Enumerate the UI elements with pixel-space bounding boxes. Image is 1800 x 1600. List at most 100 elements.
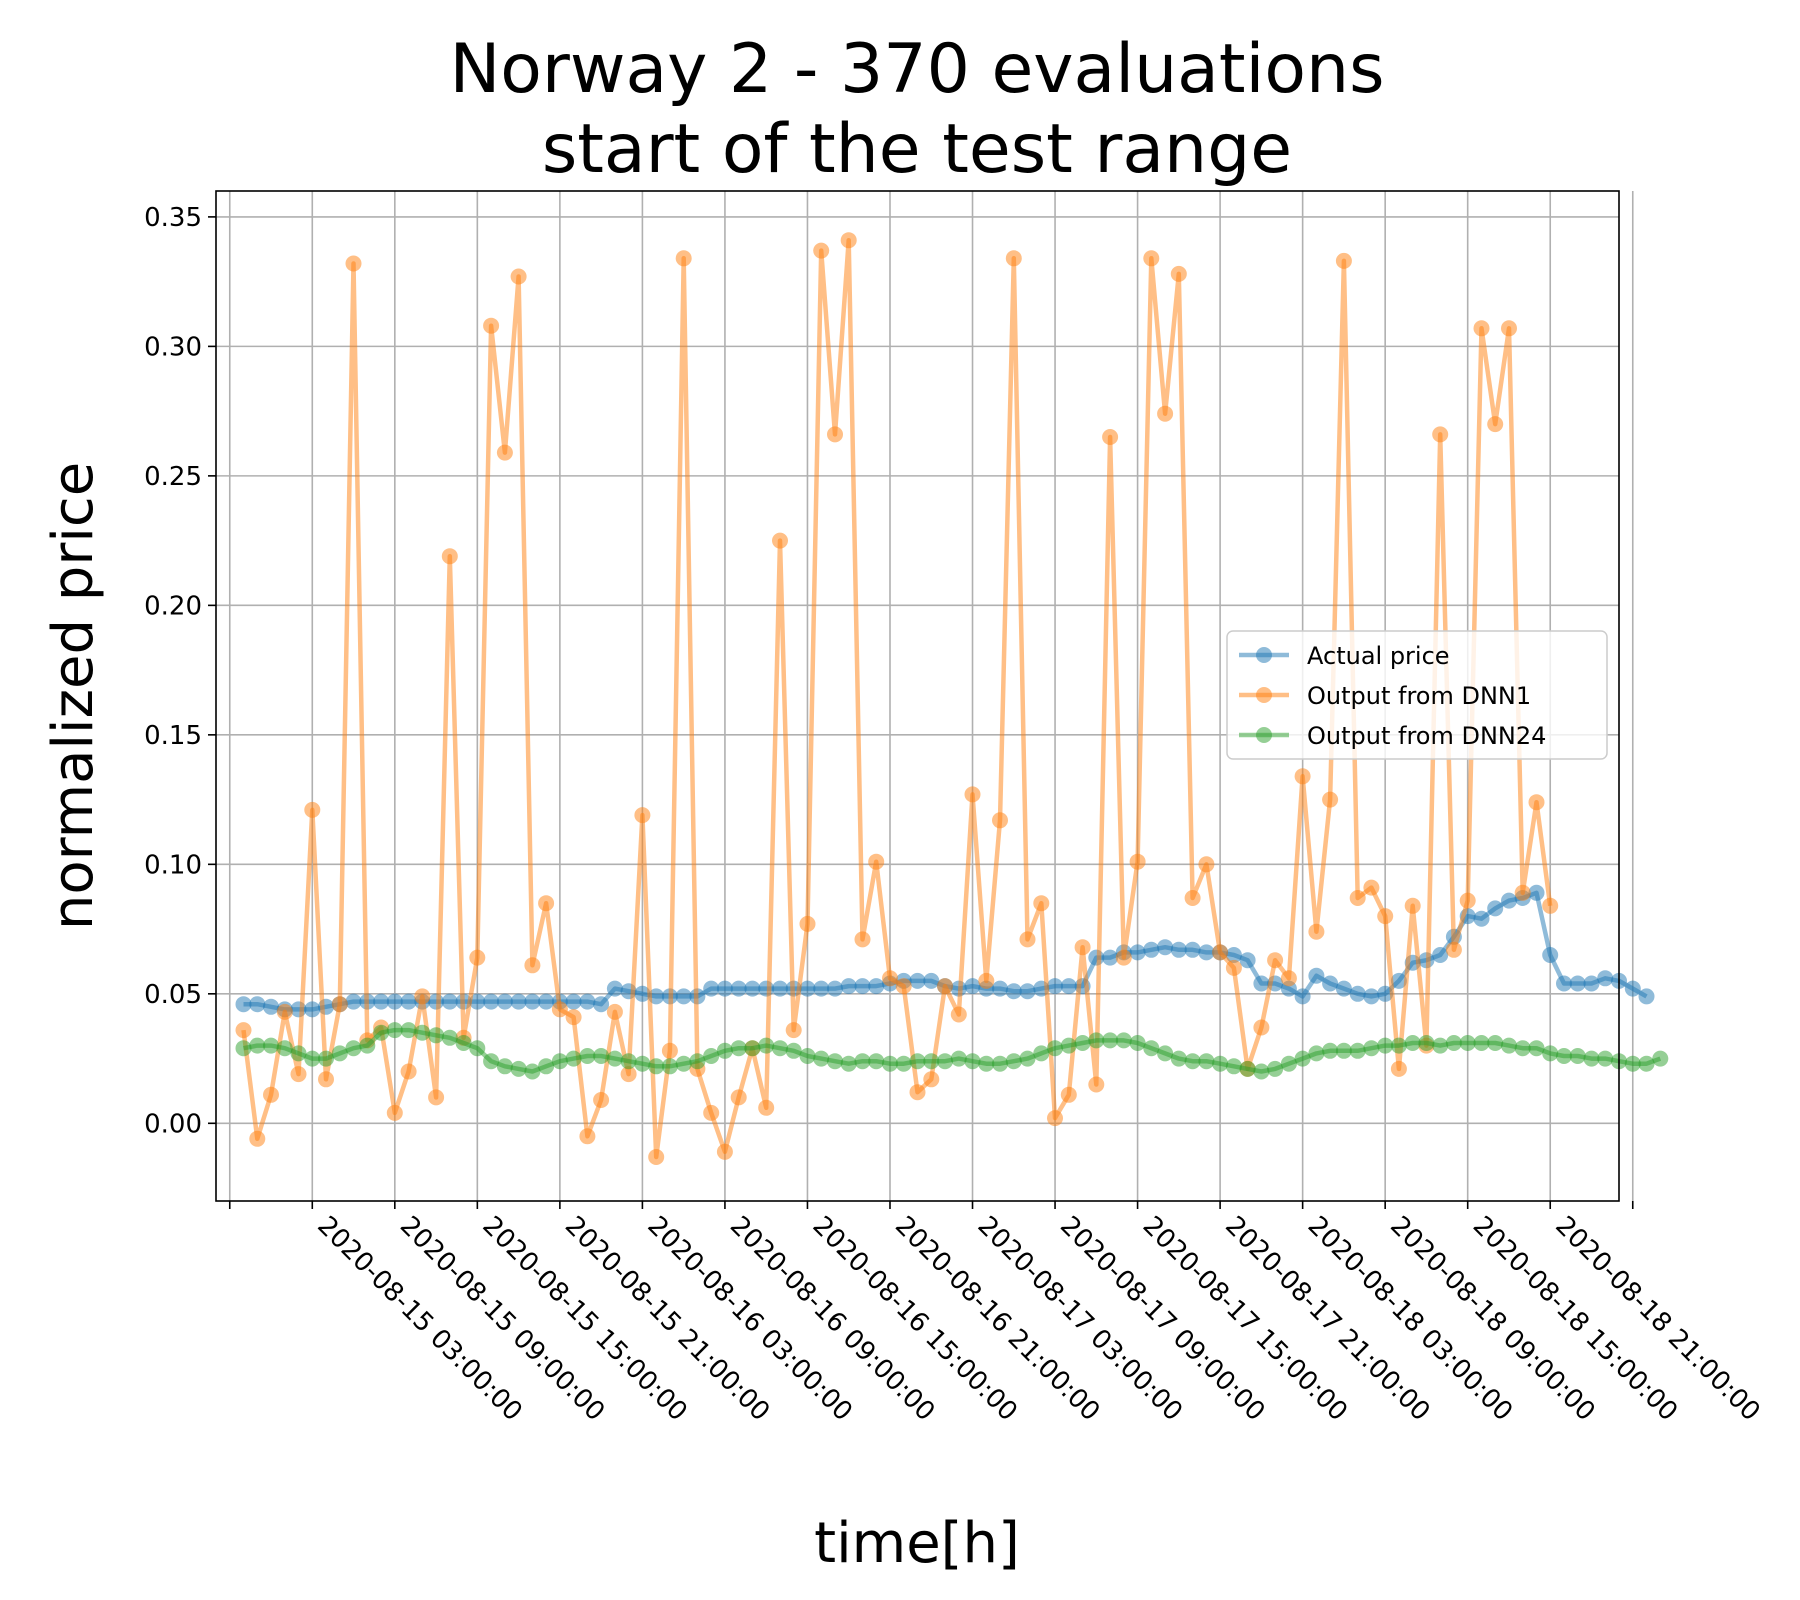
- data-point: [1432, 426, 1449, 443]
- data-point: [1487, 1035, 1504, 1051]
- data-point: [1074, 1035, 1091, 1051]
- data-point: [840, 978, 857, 995]
- data-point: [1556, 975, 1572, 992]
- data-point: [1390, 972, 1407, 989]
- data-point: [992, 1055, 1008, 1072]
- data-point: [496, 993, 513, 1010]
- data-point: [1377, 985, 1394, 1002]
- data-point: [1363, 988, 1380, 1005]
- chart-title-line-1: Norway 2 - 370 evaluations: [449, 30, 1384, 109]
- data-point: [441, 1029, 458, 1046]
- data-point: [675, 988, 692, 1005]
- data-point: [978, 1055, 995, 1072]
- data-point: [1404, 897, 1421, 914]
- data-point: [1624, 1055, 1641, 1072]
- data-point: [1294, 988, 1311, 1005]
- data-point: [1143, 1040, 1160, 1057]
- data-point: [648, 988, 665, 1005]
- data-point: [538, 993, 555, 1010]
- y-axis: 0.00 0.05 0.10 0.15 0.20 0.25 0.30 0.35: [144, 203, 216, 1139]
- data-point: [634, 1055, 651, 1072]
- data-point: [1459, 892, 1476, 909]
- data-point: [1528, 884, 1545, 901]
- data-point: [895, 1055, 912, 1072]
- data-point: [593, 1092, 610, 1108]
- data-point: [414, 988, 431, 1005]
- data-point: [1129, 853, 1146, 870]
- data-point: [1225, 1058, 1242, 1075]
- legend-label: Actual price: [1307, 642, 1450, 670]
- data-point: [1308, 967, 1325, 984]
- data-point: [716, 1042, 733, 1059]
- data-point: [909, 972, 926, 989]
- data-point: [1019, 931, 1036, 948]
- data-point: [1501, 892, 1517, 909]
- data-point: [827, 1053, 843, 1070]
- data-point: [1033, 895, 1050, 912]
- plot-frame: [215, 190, 1620, 1202]
- data-point: [1322, 1042, 1339, 1059]
- data-point: [510, 1060, 527, 1077]
- data-point: [1198, 944, 1215, 961]
- data-point: [1267, 1060, 1284, 1077]
- data-point: [1280, 970, 1297, 987]
- data-point: [276, 1003, 293, 1020]
- legend-label: Output from DNN24: [1307, 722, 1546, 750]
- data-point: [510, 993, 527, 1010]
- data-point: [441, 548, 458, 565]
- data-point: [1335, 252, 1352, 269]
- data-point: [950, 1050, 967, 1067]
- data-point: [538, 1058, 555, 1075]
- data-point: [1528, 794, 1545, 811]
- data-point: [772, 532, 788, 549]
- data-point: [1638, 1055, 1655, 1072]
- data-point: [882, 970, 898, 987]
- data-point: [400, 993, 417, 1010]
- legend-label: Output from DNN1: [1307, 682, 1531, 710]
- data-point: [799, 915, 816, 932]
- data-point: [1514, 884, 1531, 901]
- data-point: [1157, 405, 1174, 422]
- y-tick-label: 0.30: [144, 332, 202, 362]
- data-point: [483, 993, 500, 1010]
- legend-marker: [1256, 647, 1272, 663]
- data-point: [1129, 944, 1146, 961]
- y-tick-label: 0.15: [144, 721, 202, 751]
- data-point: [1597, 970, 1614, 987]
- data-point: [1102, 949, 1119, 966]
- data-point: [950, 1006, 967, 1023]
- data-point: [510, 268, 527, 285]
- data-point: [359, 1037, 376, 1054]
- data-point: [249, 1037, 266, 1054]
- data-point: [1212, 944, 1229, 961]
- data-point: [1335, 980, 1352, 997]
- data-point: [1184, 1053, 1201, 1070]
- data-point: [1652, 1050, 1669, 1067]
- data-point: [579, 993, 596, 1010]
- data-point: [937, 1053, 953, 1070]
- data-point: [593, 996, 610, 1013]
- data-point: [1033, 1045, 1050, 1062]
- data-point: [1088, 1076, 1105, 1093]
- data-point: [1005, 983, 1022, 1000]
- data-point: [854, 931, 871, 948]
- data-point: [1349, 890, 1366, 906]
- data-point: [1102, 1032, 1119, 1049]
- data-point: [1322, 791, 1339, 808]
- data-point: [964, 1053, 981, 1070]
- data-point: [1445, 1035, 1462, 1051]
- data-point: [648, 1149, 665, 1165]
- data-point: [1473, 320, 1490, 337]
- data-point: [1170, 941, 1187, 958]
- data-point: [1019, 1050, 1036, 1067]
- data-point: [331, 996, 348, 1013]
- data-point: [1349, 1042, 1366, 1059]
- data-point: [1115, 949, 1132, 966]
- x-axis-label: time[h]: [814, 1511, 1020, 1576]
- data-point: [496, 1058, 513, 1075]
- data-point: [785, 1022, 802, 1039]
- data-point: [1019, 983, 1036, 1000]
- data-point: [1487, 416, 1504, 433]
- data-point: [1308, 923, 1325, 940]
